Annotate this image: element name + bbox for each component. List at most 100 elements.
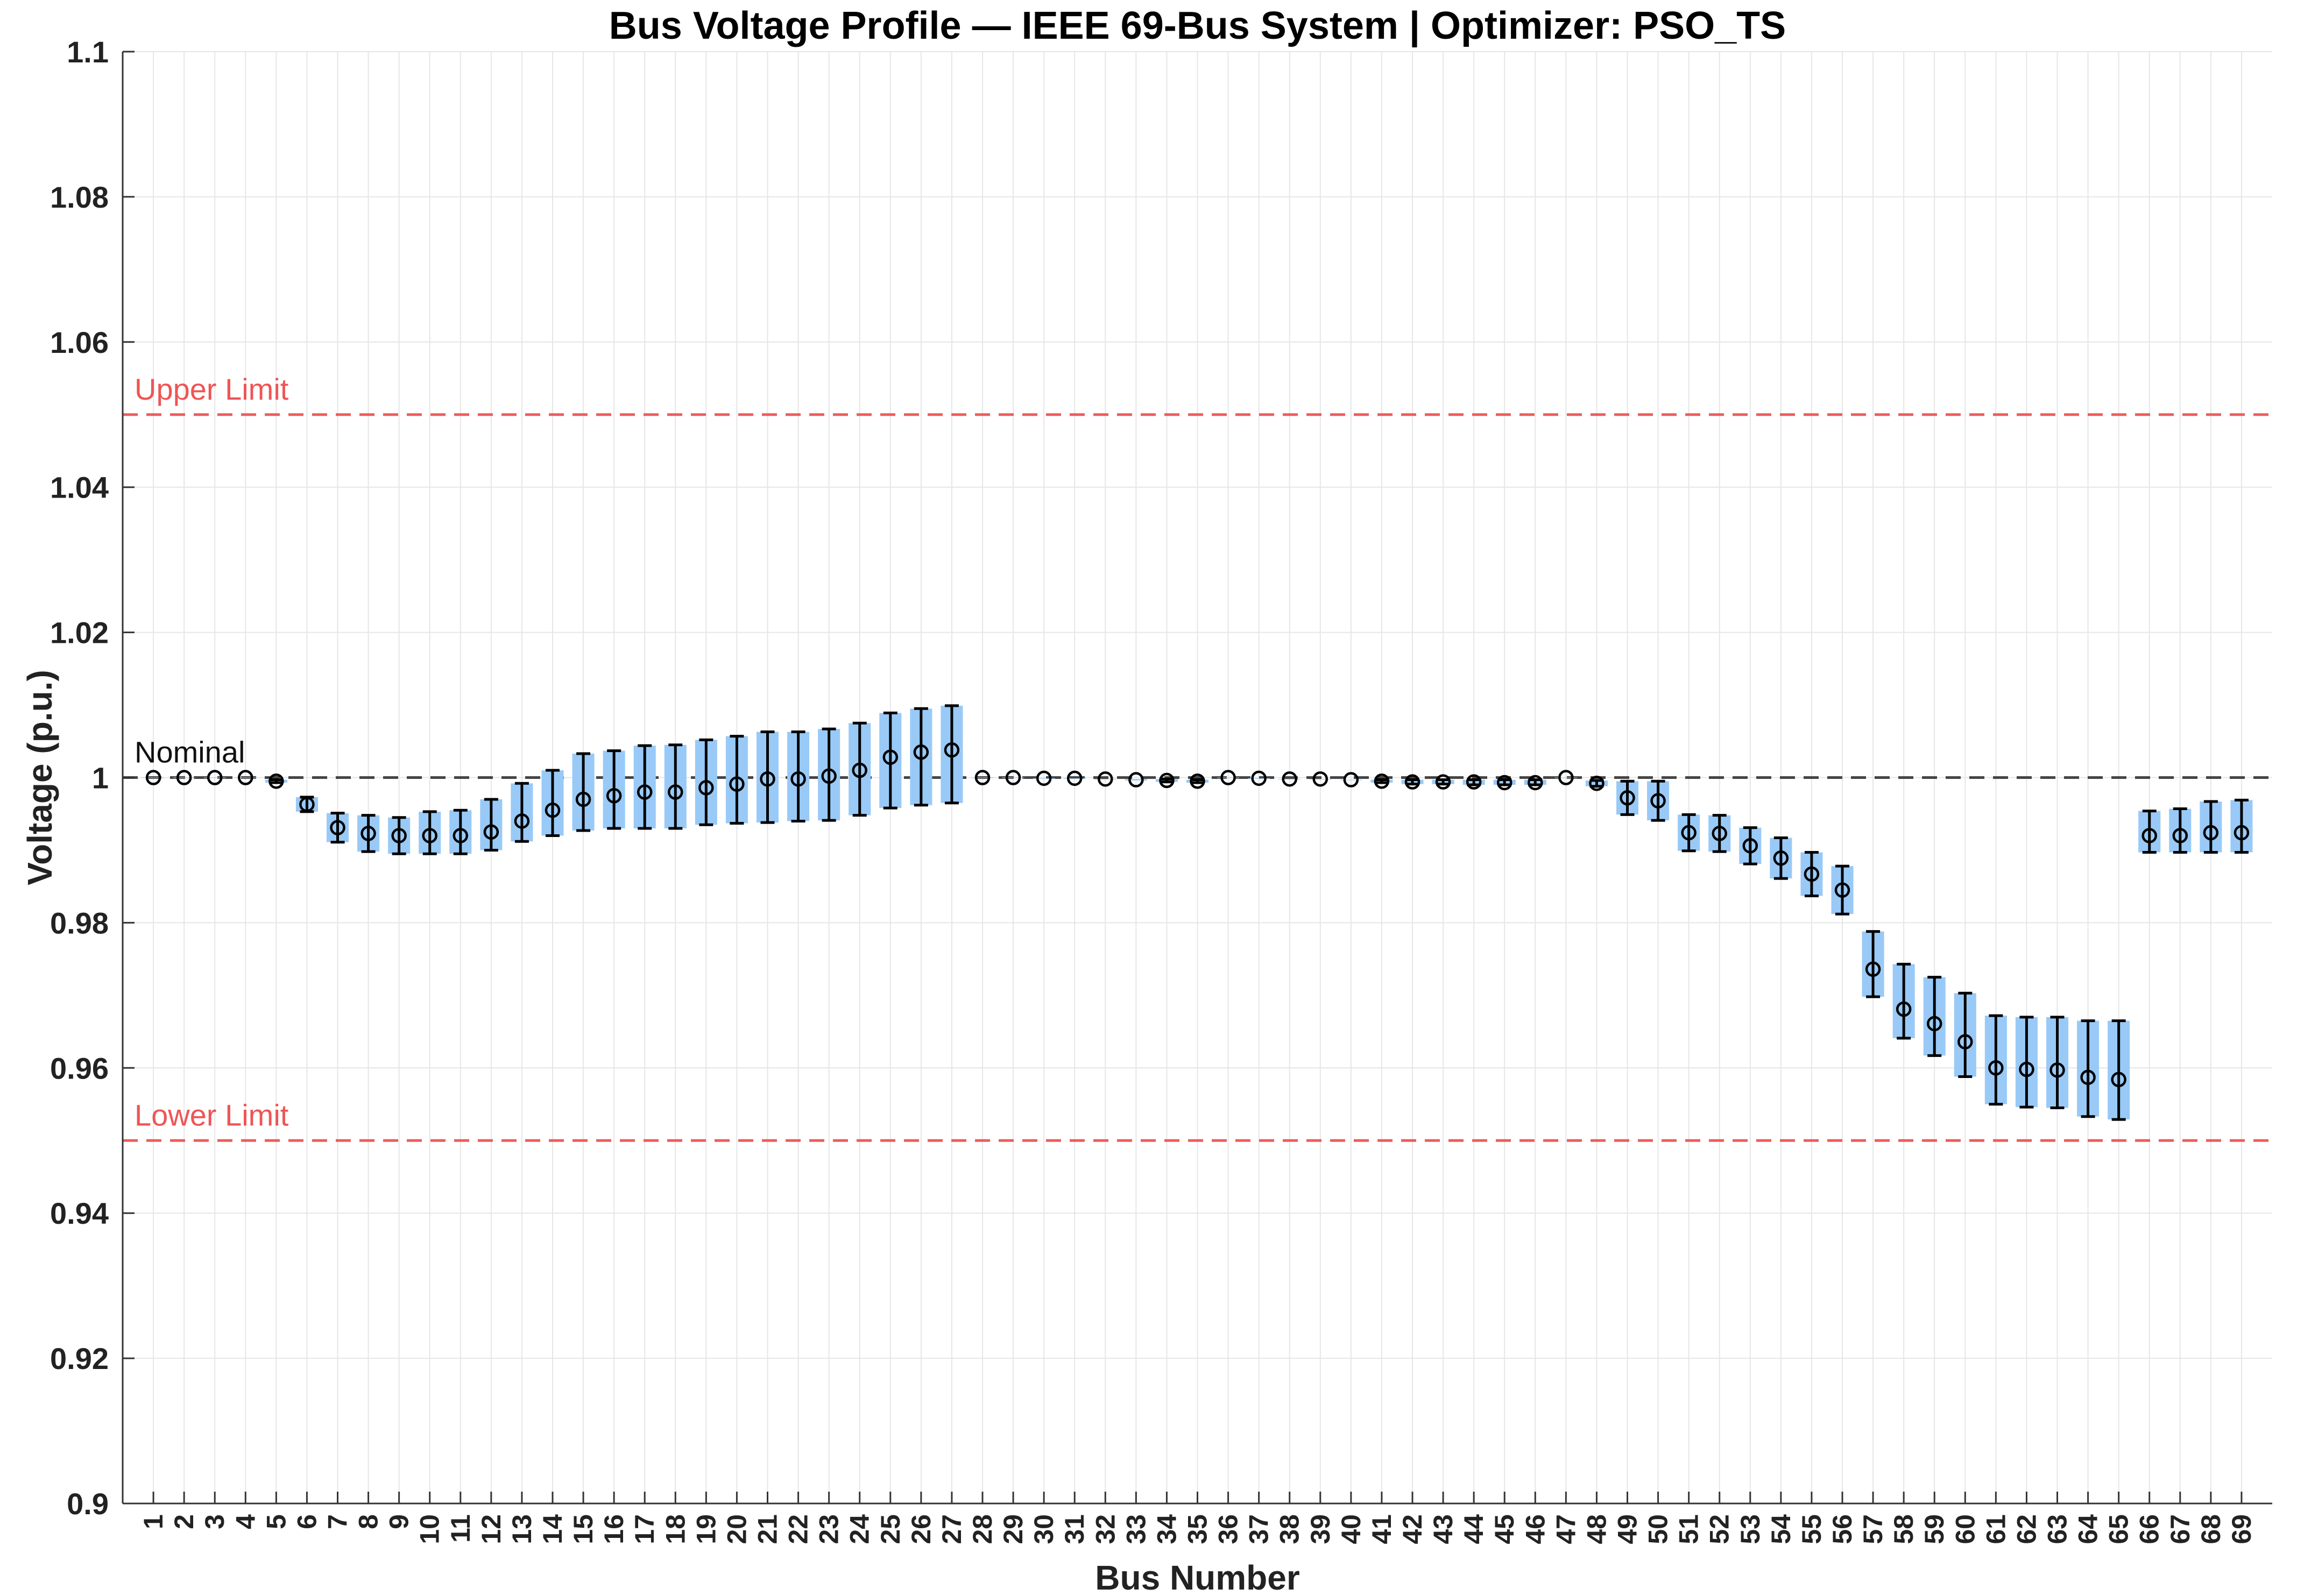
mean-marker (514, 813, 530, 829)
x-tick-label: 68 (2196, 1514, 2226, 1544)
x-tick-label: 49 (1613, 1514, 1643, 1544)
mean-marker (1620, 790, 1635, 806)
mean-marker (2203, 825, 2219, 841)
mean-marker (330, 820, 345, 835)
error-bars (269, 704, 2249, 1121)
x-tick-label: 66 (2135, 1514, 2165, 1544)
mean-marker (299, 797, 315, 812)
mean-marker (1098, 771, 1113, 787)
x-tick-label: 47 (1551, 1514, 1581, 1544)
mean-marker (453, 828, 469, 843)
mean-marker (1036, 770, 1052, 786)
x-tick-label: 64 (2073, 1514, 2103, 1544)
mean-marker (483, 824, 499, 840)
x-tick-label: 39 (1305, 1514, 1335, 1544)
mean-marker (2049, 1062, 2065, 1078)
mean-marker (1251, 770, 1267, 786)
x-tick-label: 2 (169, 1514, 199, 1529)
x-tick-label: 1 (138, 1514, 168, 1529)
x-tick-label: 10 (415, 1514, 445, 1544)
y-tick-label: 1.02 (50, 616, 109, 650)
mean-marker (1926, 1016, 1942, 1032)
x-tick-label: 48 (1581, 1514, 1612, 1544)
reference-line-label: Lower Limit (135, 1098, 289, 1132)
uncertainty-band (1033, 778, 1055, 779)
x-tick-label: 16 (599, 1514, 629, 1544)
mean-marker (1374, 773, 1390, 789)
mean-marker (2172, 828, 2188, 843)
y-tick-label: 0.92 (50, 1342, 109, 1375)
x-tick-label: 25 (875, 1514, 906, 1544)
mean-marker (2234, 825, 2250, 841)
x-tick-label: 32 (1090, 1514, 1120, 1544)
mean-marker (145, 770, 161, 785)
mean-marker (790, 771, 806, 787)
reference-lines: Upper Limit Nominal Lower Limit (123, 372, 2272, 1142)
x-tick-label: 52 (1705, 1514, 1735, 1544)
y-tick-label: 1.06 (50, 325, 109, 359)
mean-marker (821, 768, 837, 784)
x-tick-label: 56 (1827, 1514, 1857, 1544)
mean-marker (606, 788, 622, 804)
mean-marker (1558, 770, 1574, 785)
x-tick-label: 4 (230, 1514, 260, 1529)
mean-marker (852, 762, 867, 778)
mean-marker (2111, 1072, 2126, 1088)
reference-line-label: Upper Limit (135, 372, 289, 406)
x-tick-label: 37 (1244, 1514, 1274, 1544)
mean-marker (1435, 774, 1451, 790)
x-tick-label: 9 (384, 1514, 414, 1529)
x-tick-label: 3 (200, 1514, 230, 1529)
mean-marker (2080, 1069, 2096, 1086)
mean-marker (1834, 882, 1850, 898)
x-tick-label: 13 (507, 1514, 537, 1544)
chart-title: Bus Voltage Profile — IEEE 69-Bus System… (609, 4, 1786, 47)
x-tick-label: 24 (845, 1514, 875, 1544)
x-tick-label: 20 (722, 1514, 752, 1544)
mean-marker (1159, 772, 1175, 789)
uncertainty-band (1248, 778, 1270, 779)
x-tick-label: 21 (753, 1514, 783, 1544)
x-tick-label: 45 (1489, 1514, 1519, 1544)
mean-marker (882, 749, 899, 765)
x-tick-label: 58 (1889, 1514, 1919, 1544)
uncertainty-band (1340, 779, 1362, 781)
x-tick-label: 29 (998, 1514, 1028, 1544)
y-axis-label: Voltage (p.u.) (20, 670, 59, 885)
x-tick-label: 44 (1459, 1514, 1489, 1544)
mean-marker (1528, 775, 1543, 791)
x-tick-label: 57 (1858, 1514, 1888, 1544)
mean-marker (1865, 961, 1881, 977)
x-tick-label: 38 (1275, 1514, 1305, 1544)
x-tick-label: 42 (1397, 1514, 1427, 1544)
y-tick-label: 1 (92, 761, 109, 795)
mean-marker (1712, 826, 1727, 841)
x-tick-label: 63 (2042, 1514, 2073, 1544)
x-tick-label: 17 (630, 1514, 660, 1544)
mean-marker (1220, 770, 1236, 785)
mean-markers (145, 742, 2250, 1088)
mean-marker (1742, 838, 1758, 854)
mean-marker (1804, 866, 1820, 882)
x-tick-label: 35 (1183, 1514, 1213, 1544)
x-tick-label: 14 (538, 1514, 568, 1544)
x-tick-label: 54 (1766, 1514, 1796, 1544)
x-tick-label: 41 (1367, 1514, 1397, 1544)
mean-marker (361, 826, 376, 841)
x-tick-label: 23 (814, 1514, 844, 1544)
mean-marker (1957, 1034, 1973, 1049)
x-tick-label: 46 (1520, 1514, 1550, 1544)
mean-marker (422, 828, 437, 843)
mean-marker (1773, 850, 1789, 866)
x-tick-label: 33 (1121, 1514, 1151, 1544)
mean-marker (1896, 1001, 1912, 1017)
mean-marker (637, 784, 653, 800)
mean-marker (729, 776, 745, 792)
mean-marker (176, 770, 192, 785)
mean-marker (1282, 771, 1297, 787)
x-tick-label: 69 (2227, 1514, 2257, 1544)
x-tick-label: 19 (691, 1514, 721, 1544)
mean-marker (698, 780, 714, 796)
mean-marker (207, 770, 223, 785)
x-tick-label: 60 (1950, 1514, 1980, 1544)
